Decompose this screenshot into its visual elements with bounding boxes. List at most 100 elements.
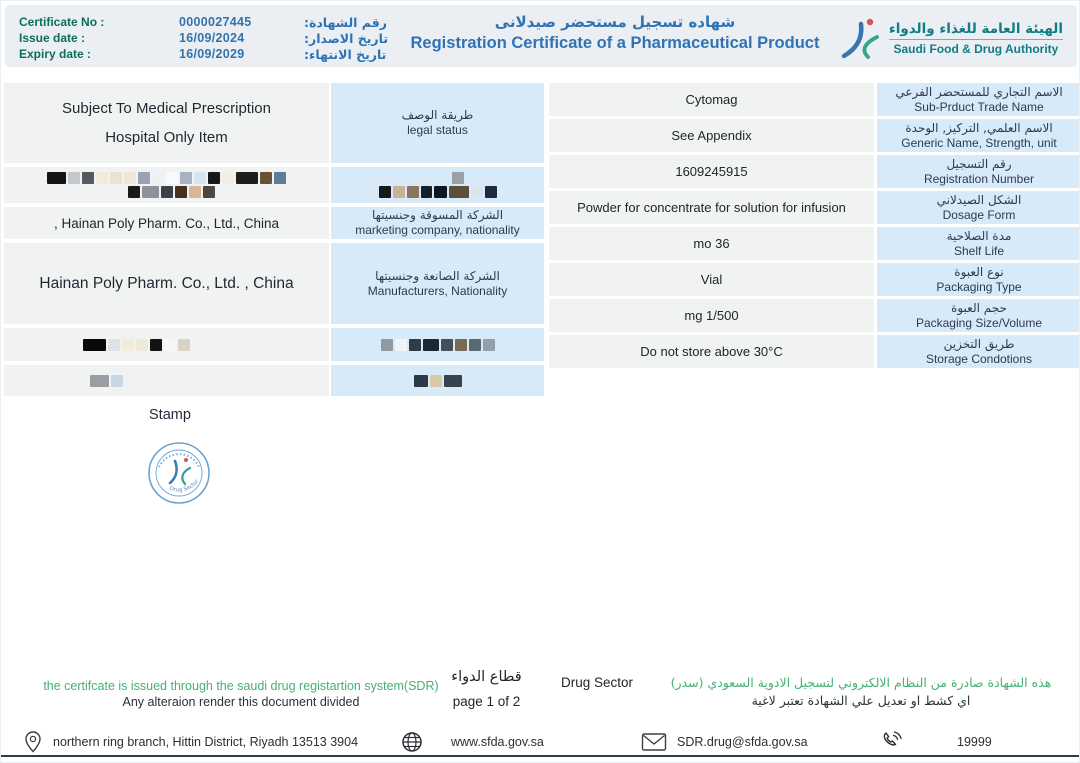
document-title: شهاده تسجيل مستحضر صيدلانى Registration …: [385, 13, 845, 53]
sfda-logo-block: الهيئة العامة للغذاء والدواء Saudi Food …: [839, 15, 1063, 61]
envelope-icon: [641, 732, 667, 752]
legal-status-label-cell: طريقة الوصف legal status: [331, 83, 544, 163]
marketing-company-label-cell: الشركة المسوقة وجنسيتها marketing compan…: [331, 207, 544, 239]
trade-name-label-en: Sub-Prduct Trade Name: [914, 99, 1044, 114]
legal-status-line1: Subject To Medical Prescription: [62, 100, 271, 117]
redacted-block: [380, 338, 495, 351]
dosage-form-label-en: Dosage Form: [942, 207, 1016, 222]
packaging-size-label-ar: حجم العبوة: [951, 300, 1007, 315]
shelf-life-value-cell: mo 36: [549, 227, 874, 260]
redacted-block: [128, 186, 215, 198]
stamp-seal-icon: Drug Sector: [145, 439, 213, 507]
packaging-type-value: Vial: [700, 272, 723, 287]
redacted-block: [378, 186, 497, 198]
registration-number-value: 1609245915: [675, 164, 748, 179]
expiry-date-row: Expiry date : 16/09/2029 تاريخ الانتهاء:: [19, 46, 419, 62]
stamp-label: Stamp: [149, 407, 191, 423]
shelf-life-value: mo 36: [693, 236, 730, 251]
issuance-note-arabic-line2: اي كشط او تعديل علي الشهادة تعتبر لاغية: [751, 693, 971, 708]
storage-conditions-label-ar: طريق التخزين: [943, 336, 1015, 351]
footer-phone: 19999: [879, 729, 992, 755]
certificate-no-label-ar: رقم الشهادة:: [304, 14, 387, 30]
issue-date-row: Issue date : 16/09/2024 تاريخ الاصدار:: [19, 30, 419, 46]
certificate-number-row: Certificate No : 0000027445 رقم الشهادة:: [19, 14, 419, 30]
issuance-note-line1: the certifcate is issued through the sau…: [43, 679, 439, 693]
dosage-form-label-cell: الشكل الصيدلاني Dosage Form: [877, 191, 1079, 224]
redacted-block: [413, 374, 462, 387]
header-band: Certificate No : 0000027445 رقم الشهادة:…: [5, 5, 1077, 67]
issuance-note-arabic: هذه الشهادة صادرة من النظام الالكتروني ل…: [651, 675, 1071, 708]
packaging-type-label-cell: نوع العبوة Packaging Type: [877, 263, 1079, 296]
redacted-block: [90, 374, 123, 387]
expiry-date-label: Expiry date :: [19, 47, 92, 61]
marketing-company-label-en: marketing company, nationality: [355, 223, 520, 237]
phone-icon: [879, 730, 903, 754]
trade-name-value: Cytomag: [685, 92, 738, 107]
legal-status-line2: Hospital Only Item: [105, 129, 228, 146]
manufacturer-value: Hainan Poly Pharm. Co., Ltd. , China: [39, 274, 294, 292]
storage-conditions-value-cell: Do not store above 30°C: [549, 335, 874, 368]
dosage-form-value-cell: Powder for concentrate for solution for …: [549, 191, 874, 224]
authority-name-arabic: الهيئة العامة للغذاء والدواء: [888, 21, 1063, 40]
dosage-form-value: Powder for concentrate for solution for …: [577, 200, 846, 215]
redacted-value-cell-3: [4, 365, 329, 396]
storage-conditions-label-en: Storage Condotions: [925, 351, 1033, 366]
generic-name-label-cell: الاسم العلمي, التركيز, الوحدة Generic Na…: [877, 119, 1079, 152]
redacted-value-cell-1: [4, 167, 329, 203]
packaging-size-value: mg 1/500: [684, 308, 739, 323]
footer-website: www.sfda.gov.sa: [401, 729, 544, 755]
trade-name-label-cell: الاسم التجاري للمستحضر الفرعي Sub-Prduct…: [877, 83, 1079, 116]
redacted-label-cell-1: [331, 167, 544, 203]
marketing-company-value: , Hainan Poly Pharm. Co., Ltd., China: [53, 215, 280, 231]
document-title-english: Registration Certificate of a Pharmaceut…: [410, 34, 820, 52]
legal-status-label-en: legal status: [407, 123, 468, 137]
generic-name-label-en: Generic Name, Strength, unit: [901, 135, 1057, 150]
trade-name-label-ar: الاسم التجاري للمستحضر الفرعي: [895, 84, 1063, 99]
packaging-size-label-en: Packaging Size/Volume: [915, 315, 1043, 330]
bottom-divider: [1, 755, 1079, 757]
issuance-note: the certifcate is issued through the sau…: [31, 679, 451, 709]
certificate-no-value: 0000027445: [179, 15, 252, 29]
shelf-life-label-ar: مدة الصلاحية: [946, 228, 1012, 243]
footer-email-text: SDR.drug@sfda.gov.sa: [677, 735, 808, 749]
manufacturer-label-cell: الشركة الصانعة وجنسيتها Manufacturers, N…: [331, 243, 544, 324]
authority-name: الهيئة العامة للغذاء والدواء Saudi Food …: [888, 21, 1063, 56]
registration-number-label-en: Registration Number: [923, 171, 1035, 186]
redacted-value-cell-2: [4, 328, 329, 361]
page-number: page 1 of 2: [452, 694, 521, 709]
packaging-size-value-cell: mg 1/500: [549, 299, 874, 332]
shelf-life-label-cell: مدة الصلاحية Shelf Life: [877, 227, 1079, 260]
redacted-label-cell-3: [331, 365, 544, 396]
legal-status-label-ar: طريقة الوصف: [401, 108, 474, 122]
redacted-block: [451, 172, 464, 184]
manufacturer-label-en: Manufacturers, Nationality: [367, 283, 508, 298]
expiry-date-label-ar: تاريخ الانتهاء:: [304, 46, 387, 62]
footer-website-text: www.sfda.gov.sa: [451, 735, 544, 749]
expiry-date-value: 16/09/2029: [179, 47, 245, 61]
certificate-no-label: Certificate No :: [19, 15, 105, 29]
certificate-meta: Certificate No : 0000027445 رقم الشهادة:…: [19, 14, 419, 62]
sfda-logo-icon: [839, 15, 881, 61]
issue-date-label: Issue date :: [19, 31, 86, 45]
generic-name-value: See Appendix: [671, 128, 752, 143]
redacted-label-cell-2: [331, 328, 544, 361]
registration-number-label-cell: رقم التسجيل Registration Number: [877, 155, 1079, 188]
footer-email: SDR.drug@sfda.gov.sa: [641, 729, 808, 755]
manufacturer-value-cell: Hainan Poly Pharm. Co., Ltd. , China: [4, 243, 329, 324]
footer-address-text: northern ring branch, Hittin District, R…: [53, 735, 359, 749]
registration-number-label-ar: رقم التسجيل: [946, 156, 1012, 171]
legal-status-value-cell: Subject To Medical Prescription Hospital…: [4, 83, 329, 163]
logo-red-dot: [866, 18, 874, 26]
packaging-type-label-en: Packaging Type: [936, 279, 1022, 294]
manufacturer-label-ar: الشركة الصانعة وجنسيتها: [375, 268, 500, 283]
footer-phone-text: 19999: [957, 735, 992, 749]
issue-date-value: 16/09/2024: [179, 31, 245, 45]
issue-date-label-ar: تاريخ الاصدار:: [304, 30, 389, 46]
redacted-block: [83, 338, 190, 351]
issuance-note-line2: Any alteraion render this document divid…: [122, 695, 360, 709]
issuance-note-arabic-line1: هذه الشهادة صادرة من النظام الالكتروني ل…: [670, 675, 1052, 690]
generic-name-label-ar: الاسم العلمي, التركيز, الوحدة: [905, 120, 1053, 135]
storage-conditions-label-cell: طريق التخزين Storage Condotions: [877, 335, 1079, 368]
location-pin-icon: [23, 730, 43, 754]
